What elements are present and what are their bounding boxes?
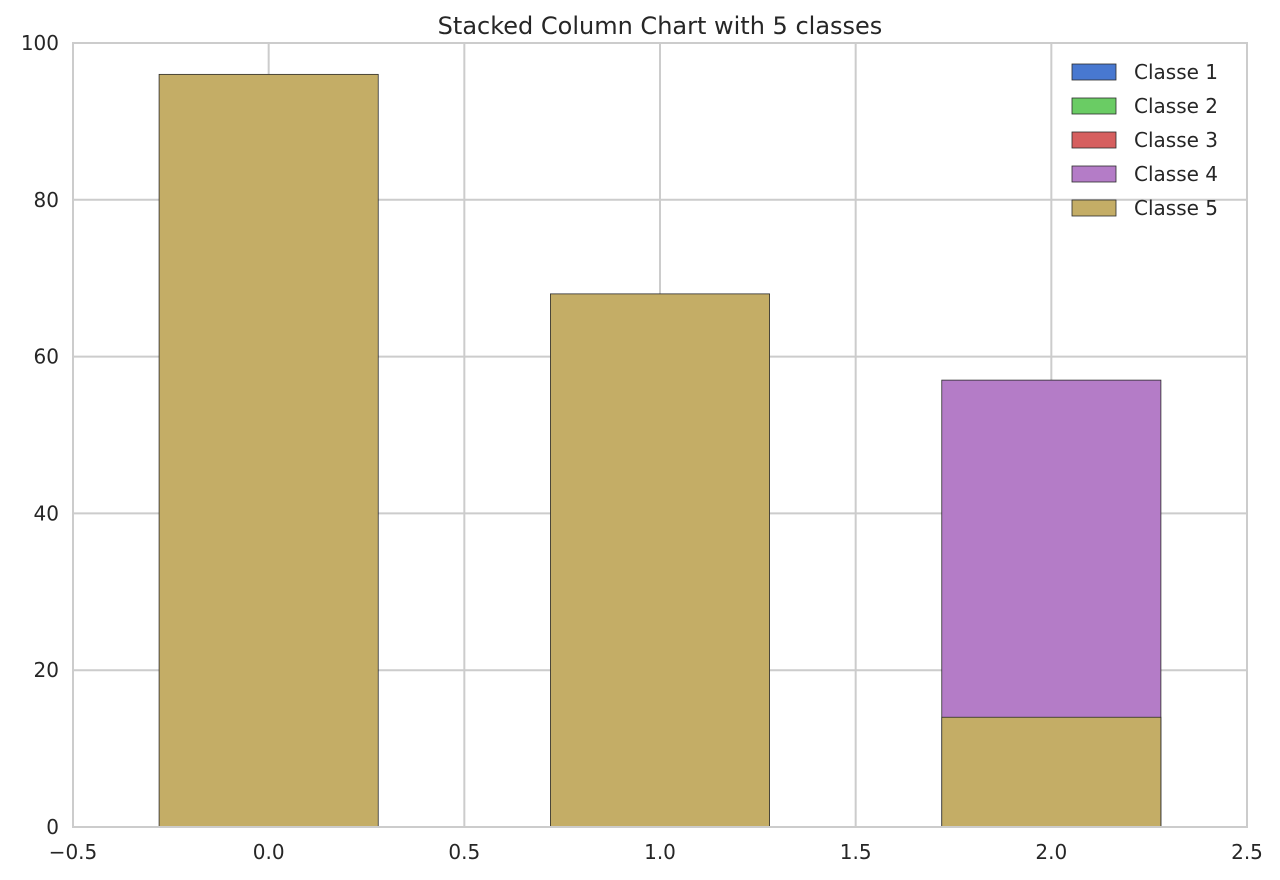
- legend-swatch: [1071, 97, 1117, 115]
- y-tick-label: 0: [46, 815, 59, 839]
- tick-labels: −0.5 0.0 0.5 1.0 1.5 2.0 2.5 0 20 40 60 80 100: [21, 31, 1263, 864]
- x-tick-label: 1.5: [840, 840, 872, 864]
- y-tick-label: 60: [34, 345, 59, 369]
- legend-label: Classe 1: [1134, 60, 1218, 84]
- legend-swatch: [1071, 131, 1117, 149]
- x-tick-label: −0.5: [49, 840, 98, 864]
- legend-item-classe-3: Classe 3: [1071, 128, 1218, 152]
- legend-swatch: [1071, 165, 1117, 183]
- x-tick-label: 0.0: [253, 840, 285, 864]
- y-tick-label: 80: [34, 188, 59, 212]
- plot-border: [72, 42, 1248, 828]
- y-tick-label: 40: [34, 501, 59, 525]
- bar-classe-5-x1: [550, 293, 770, 828]
- legend-label: Classe 3: [1134, 128, 1218, 152]
- legend-label: Classe 2: [1134, 94, 1218, 118]
- legend-item-classe-1: Classe 1: [1071, 60, 1218, 84]
- legend-swatch: [1071, 63, 1117, 81]
- x-tick-label: 2.5: [1231, 840, 1263, 864]
- legend-label: Classe 5: [1134, 196, 1218, 220]
- legend-item-classe-2: Classe 2: [1071, 94, 1218, 118]
- x-tick-label: 0.5: [448, 840, 480, 864]
- legend-label: Classe 4: [1134, 162, 1218, 186]
- x-tick-label: 1.0: [644, 840, 676, 864]
- x-tick-label: 2.0: [1035, 840, 1067, 864]
- bar-classe-5-x0: [158, 73, 379, 828]
- bar-classe-5-x2: [941, 716, 1162, 828]
- plot-frame: [72, 42, 1248, 828]
- legend-item-classe-4: Classe 4: [1071, 162, 1218, 186]
- bars-layer: [158, 73, 1162, 828]
- legend: Classe 1 Classe 2 Classe 3 Classe 4 Classe 5: [1071, 60, 1218, 220]
- chart-title: Stacked Column Chart with 5 classes: [438, 12, 883, 40]
- legend-swatch: [1071, 199, 1117, 217]
- y-tick-label: 100: [21, 31, 59, 55]
- legend-item-classe-5: Classe 5: [1071, 196, 1218, 220]
- y-tick-label: 20: [34, 658, 59, 682]
